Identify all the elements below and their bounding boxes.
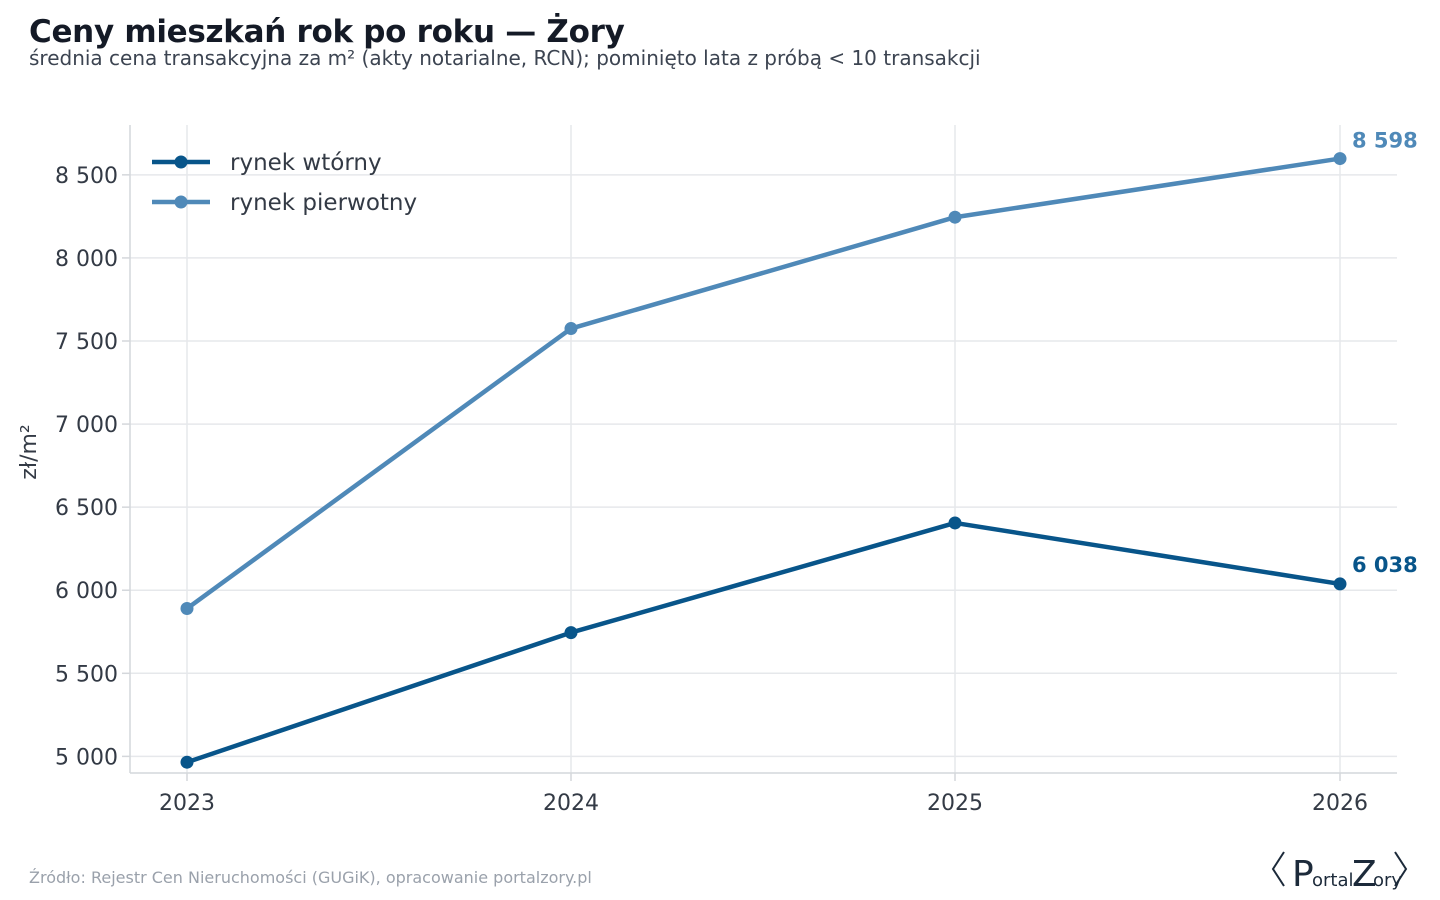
y-tick-label: 7 500 [55, 330, 118, 355]
legend-secondary-market-marker [174, 155, 188, 169]
legend: rynek wtórny rynek pierwotny [152, 150, 417, 216]
svg-text:Z: Z [1352, 854, 1377, 895]
y-tick-label: 5 500 [55, 662, 118, 687]
source-note: Źródło: Rejestr Cen Nieruchomości (GUGiK… [29, 868, 592, 887]
portalzory-logo: P ortal Z ory [1271, 851, 1408, 895]
y-tick-label: 5 000 [55, 745, 118, 770]
svg-text:P: P [1292, 854, 1314, 895]
x-tick-labels: 2023 2024 2025 2026 [159, 791, 1368, 816]
end-labels: 6 038 8 598 [1352, 129, 1418, 577]
secondary-market-line [184, 520, 1343, 765]
primary-market-end-label: 8 598 [1352, 129, 1418, 153]
chart-title: Ceny mieszkań rok po roku — Żory [29, 14, 625, 50]
legend-secondary-market-label: rynek wtórny [230, 150, 382, 176]
secondary-market-point [564, 626, 578, 640]
legend-primary-market-marker [174, 195, 188, 209]
primary-market-point [1333, 152, 1347, 166]
secondary-market-point [948, 516, 962, 530]
x-tick-label: 2024 [543, 791, 599, 816]
x-tick-label: 2025 [927, 791, 983, 816]
svg-text:ory: ory [1373, 870, 1402, 891]
secondary-market-end-label: 6 038 [1352, 553, 1418, 577]
primary-market-point [948, 210, 962, 224]
legend-primary-market-label: rynek pierwotny [230, 190, 417, 216]
y-tick-label: 8 500 [55, 164, 118, 189]
logo-left-bracket-icon [1271, 851, 1285, 887]
x-tick-label: 2026 [1312, 791, 1368, 816]
y-axis-label: zł/m² [17, 424, 42, 479]
y-tick-label: 6 000 [55, 579, 118, 604]
primary-market-point [564, 322, 578, 336]
y-tick-label: 7 000 [55, 413, 118, 438]
series-lines [180, 152, 1347, 769]
axes [122, 125, 1397, 781]
primary-market-line [184, 156, 1343, 611]
secondary-market-point [180, 755, 194, 769]
y-tick-labels: 5 000 5 500 6 000 6 500 7 000 7 500 8 000 8 500 [55, 164, 118, 771]
secondary-market-point [1333, 577, 1347, 591]
primary-market-point [180, 602, 194, 616]
grid-lines [130, 125, 1397, 773]
y-tick-label: 6 500 [55, 496, 118, 521]
chart-subtitle: średnia cena transakcyjna za m² (akty no… [29, 46, 981, 70]
y-tick-label: 8 000 [55, 247, 118, 272]
svg-text:ortal: ortal [1312, 870, 1354, 891]
x-tick-label: 2023 [159, 791, 215, 816]
logo-right-bracket-icon [1394, 851, 1408, 887]
